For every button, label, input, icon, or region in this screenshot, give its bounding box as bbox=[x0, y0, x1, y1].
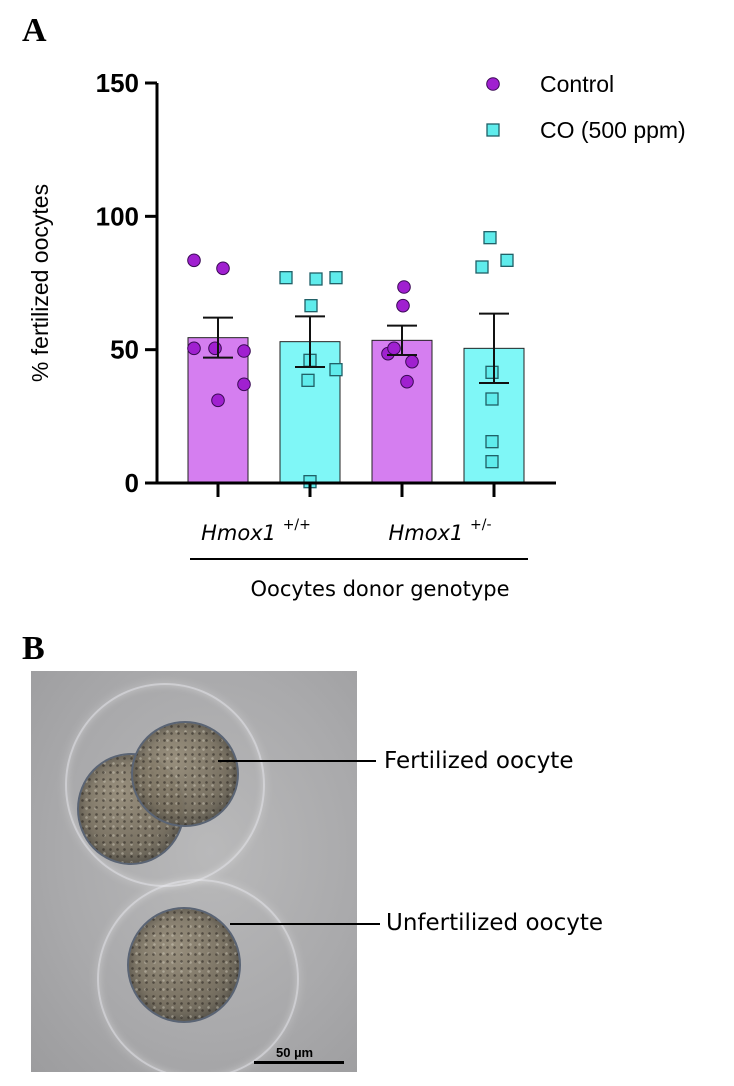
data-point-co bbox=[485, 365, 499, 379]
y-tick-label: 0 bbox=[125, 468, 139, 498]
fertilized-label: Fertilized oocyte bbox=[384, 748, 574, 774]
scale-bar bbox=[254, 1061, 344, 1064]
bar-chart: 0 50 100 150 % fertilized oocytes Hmox1 +/+ Hm… bbox=[27, 68, 686, 601]
data-point-co bbox=[309, 272, 323, 286]
data-point-co bbox=[485, 392, 499, 406]
panel-b-label: B bbox=[22, 630, 45, 667]
y-axis-label: % fertilized oocytes bbox=[27, 184, 53, 382]
data-point-co bbox=[279, 271, 293, 285]
data-point-control bbox=[187, 341, 201, 356]
unfertilized-oocyte bbox=[127, 907, 241, 1023]
data-point-control bbox=[397, 280, 411, 294]
data-point-control bbox=[387, 341, 401, 356]
data-point-co bbox=[304, 299, 318, 313]
unfertilized-label: Unfertilized oocyte bbox=[386, 910, 604, 936]
data-point-control bbox=[400, 374, 414, 389]
lower-zona-halo bbox=[97, 879, 299, 1072]
y-tick-label: 100 bbox=[96, 201, 139, 231]
data-point-control bbox=[211, 393, 225, 408]
fertilized-pointer-line bbox=[218, 760, 376, 762]
group-label-superscript: +/- bbox=[470, 517, 492, 533]
x-axis-title: Oocytes donor genotype bbox=[250, 577, 509, 601]
data-point-co bbox=[475, 260, 489, 274]
data-point-co bbox=[483, 231, 497, 245]
data-point-co bbox=[485, 435, 499, 449]
group-label-superscript: +/+ bbox=[283, 517, 311, 533]
data-point-control bbox=[187, 253, 201, 268]
chart-layer: 0 50 100 150 % fertilized oocytes Hmox1 +/+ Hm… bbox=[27, 68, 686, 601]
legend-label-co: CO (500 ppm) bbox=[540, 117, 686, 143]
y-tick-label: 150 bbox=[96, 68, 139, 98]
data-point-control bbox=[216, 261, 230, 276]
bar-control-group-2 bbox=[371, 339, 433, 484]
data-point-control bbox=[208, 341, 222, 356]
legend-marker-co bbox=[486, 123, 500, 137]
legend-marker-control bbox=[486, 77, 500, 91]
group-label: Hmox1 +/+ bbox=[201, 517, 311, 545]
data-point-co bbox=[329, 363, 343, 377]
data-point-co bbox=[301, 373, 315, 387]
bar-control-group-1 bbox=[187, 337, 249, 484]
panel-a-label: A bbox=[22, 12, 47, 49]
data-point-co bbox=[329, 271, 343, 285]
data-point-control bbox=[396, 298, 410, 313]
data-point-co bbox=[500, 253, 514, 267]
unfertilized-pointer-line bbox=[230, 923, 380, 925]
group-label: Hmox1 +/- bbox=[388, 517, 491, 545]
data-point-control bbox=[405, 354, 419, 369]
oocyte-micrograph bbox=[31, 671, 357, 1072]
fertilized-blastomere-right bbox=[131, 721, 239, 827]
legend-label-control: Control bbox=[540, 71, 614, 97]
data-point-control bbox=[237, 344, 251, 358]
scale-bar-label: 50 µm bbox=[276, 1045, 314, 1060]
data-point-co bbox=[485, 455, 499, 469]
y-tick-label: 50 bbox=[110, 335, 139, 365]
data-point-control bbox=[237, 377, 251, 392]
